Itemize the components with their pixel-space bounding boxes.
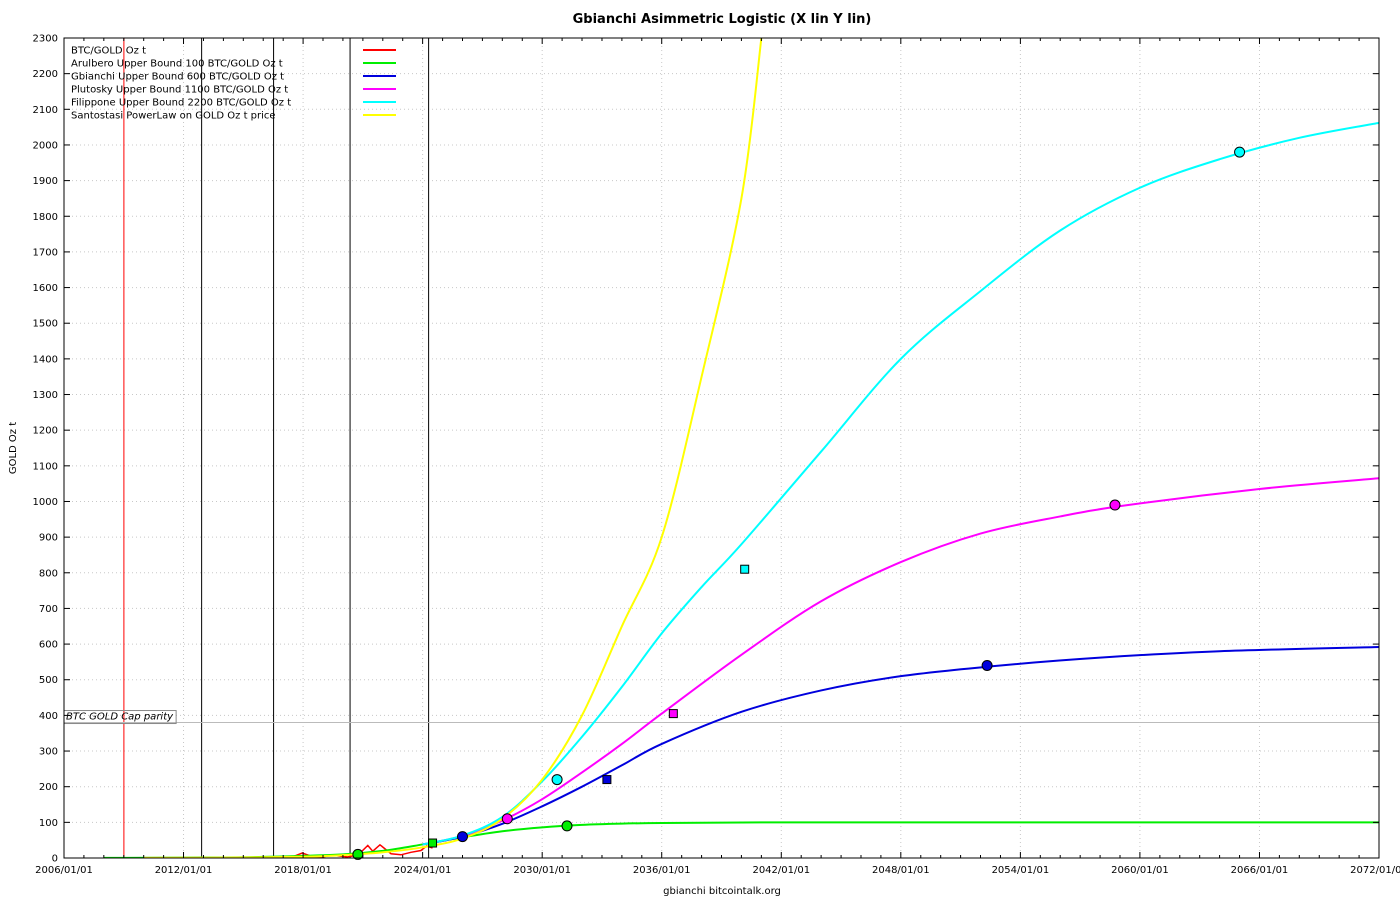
y-tick-label: 800: [39, 568, 58, 579]
y-tick-label: 400: [39, 711, 58, 722]
series-marker-square: [602, 775, 612, 785]
y-axis-label: GOLD Oz t: [8, 422, 19, 474]
y-tick-label: 1700: [33, 247, 58, 258]
x-tick-label: 2042/01/01: [752, 865, 810, 876]
y-tick-label: 1100: [33, 461, 58, 472]
series-marker-square: [740, 564, 750, 574]
series-marker-circle: [981, 659, 993, 671]
x-tick-label: 2024/01/01: [394, 865, 452, 876]
legend-label: Arulbero Upper Bound 100 BTC/GOLD Oz t: [71, 59, 283, 70]
legend-label: Plutosky Upper Bound 1100 BTC/GOLD Oz t: [71, 85, 288, 96]
y-tick-label: 1900: [33, 176, 58, 187]
y-tick-label: 200: [39, 782, 58, 793]
y-tick-label: 1300: [33, 390, 58, 401]
legend-label: Filippone Upper Bound 2200 BTC/GOLD Oz t: [71, 98, 291, 109]
legend: BTC/GOLD Oz t Arulbero Upper Bound 100 BT…: [71, 46, 396, 122]
chart-title: Gbianchi Asimmetric Logistic (X lin Y li…: [573, 12, 872, 27]
x-tick-label: 2072/01/01: [1350, 865, 1400, 876]
x-tick-label: 2066/01/01: [1231, 865, 1289, 876]
y-tick-label: 900: [39, 533, 58, 544]
y-tick-label: 1500: [33, 319, 58, 330]
y-tick-label: 600: [39, 640, 58, 651]
x-axis-label: gbianchi bitcointalk.org: [663, 886, 781, 897]
series-marker-circle: [1109, 499, 1121, 511]
series-line-4: [422, 121, 1379, 846]
y-tick-label: 700: [39, 604, 58, 615]
x-tick-label: 2018/01/01: [274, 865, 332, 876]
y-tick-label: 1200: [33, 426, 58, 437]
y-tick-label: 2200: [33, 69, 58, 80]
axis-ticks: 0 100 200 300 400 500 600 700 800 900 1000 1100 1200…: [33, 34, 1400, 877]
x-tick-label: 2060/01/01: [1111, 865, 1169, 876]
y-tick-label: 0: [52, 854, 58, 865]
series-markers: [352, 146, 1246, 860]
x-tick-label: 2054/01/01: [992, 865, 1050, 876]
vertical-event-lines: [123, 38, 430, 858]
series-line-2: [422, 645, 1379, 846]
y-tick-label: 100: [39, 818, 58, 829]
series-marker-circle: [1234, 146, 1246, 158]
y-tick-label: 1800: [33, 212, 58, 223]
y-tick-label: 500: [39, 675, 58, 686]
x-tick-label: 2048/01/01: [872, 865, 930, 876]
legend-label: BTC/GOLD Oz t: [71, 46, 146, 57]
x-tick-label: 2006/01/01: [35, 865, 93, 876]
y-tick-label: 1000: [33, 497, 58, 508]
y-tick-label: 1400: [33, 354, 58, 365]
series-line-3: [422, 477, 1379, 846]
x-tick-label: 2036/01/01: [633, 865, 691, 876]
legend-label: Santostasi PowerLaw on GOLD Oz t price: [71, 111, 276, 122]
series-marker-square: [428, 838, 438, 848]
series-marker-circle: [501, 813, 513, 825]
series-marker-circle: [561, 820, 573, 832]
legend-label: Gbianchi Upper Bound 600 BTC/GOLD Oz t: [71, 72, 284, 83]
series-marker-circle: [551, 774, 563, 786]
y-tick-label: 300: [39, 747, 58, 758]
x-tick-label: 2012/01/01: [155, 865, 213, 876]
series-marker-circle: [352, 848, 364, 860]
x-tick-label: 2030/01/01: [513, 865, 571, 876]
grid: [64, 38, 1379, 858]
y-tick-label: 2000: [33, 140, 58, 151]
series-marker-circle: [456, 831, 468, 843]
series-line-5: [143, 38, 763, 858]
y-tick-label: 1600: [33, 283, 58, 294]
y-tick-label: 2100: [33, 105, 58, 116]
cap-parity-label: BTC GOLD Cap parity: [66, 712, 174, 723]
y-tick-label: 2300: [33, 34, 58, 45]
series-marker-square: [668, 709, 678, 719]
